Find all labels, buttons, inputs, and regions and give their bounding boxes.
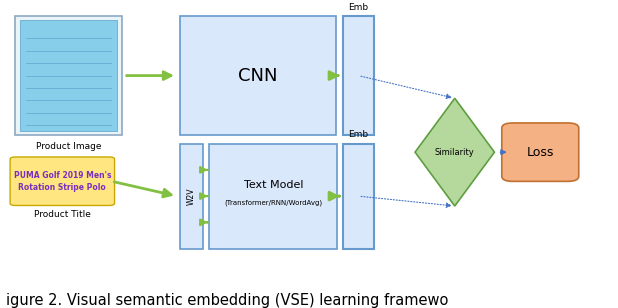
Text: igure 2. Visual semantic embedding (VSE) learning framewo: igure 2. Visual semantic embedding (VSE)… <box>6 293 448 308</box>
Text: Product Image: Product Image <box>36 142 101 151</box>
FancyBboxPatch shape <box>20 20 117 131</box>
Text: Text Model: Text Model <box>243 180 303 190</box>
Text: W2V: W2V <box>187 187 196 205</box>
Text: Emb: Emb <box>348 130 368 140</box>
FancyBboxPatch shape <box>10 157 114 205</box>
FancyBboxPatch shape <box>502 123 578 181</box>
Text: CNN: CNN <box>238 67 277 85</box>
Text: Product Title: Product Title <box>34 210 91 219</box>
Polygon shape <box>415 98 494 206</box>
FancyBboxPatch shape <box>15 16 122 135</box>
FancyBboxPatch shape <box>343 16 373 135</box>
Text: Emb: Emb <box>348 3 368 12</box>
FancyBboxPatch shape <box>210 144 337 249</box>
Text: Similarity: Similarity <box>435 148 475 157</box>
FancyBboxPatch shape <box>180 144 203 249</box>
Text: PUMA Golf 2019 Men's
Rotation Stripe Polo: PUMA Golf 2019 Men's Rotation Stripe Pol… <box>14 171 111 192</box>
Text: Loss: Loss <box>527 146 554 159</box>
Text: (Transformer/RNN/WordAvg): (Transformer/RNN/WordAvg) <box>224 200 323 206</box>
FancyBboxPatch shape <box>180 16 336 135</box>
FancyBboxPatch shape <box>343 144 373 249</box>
